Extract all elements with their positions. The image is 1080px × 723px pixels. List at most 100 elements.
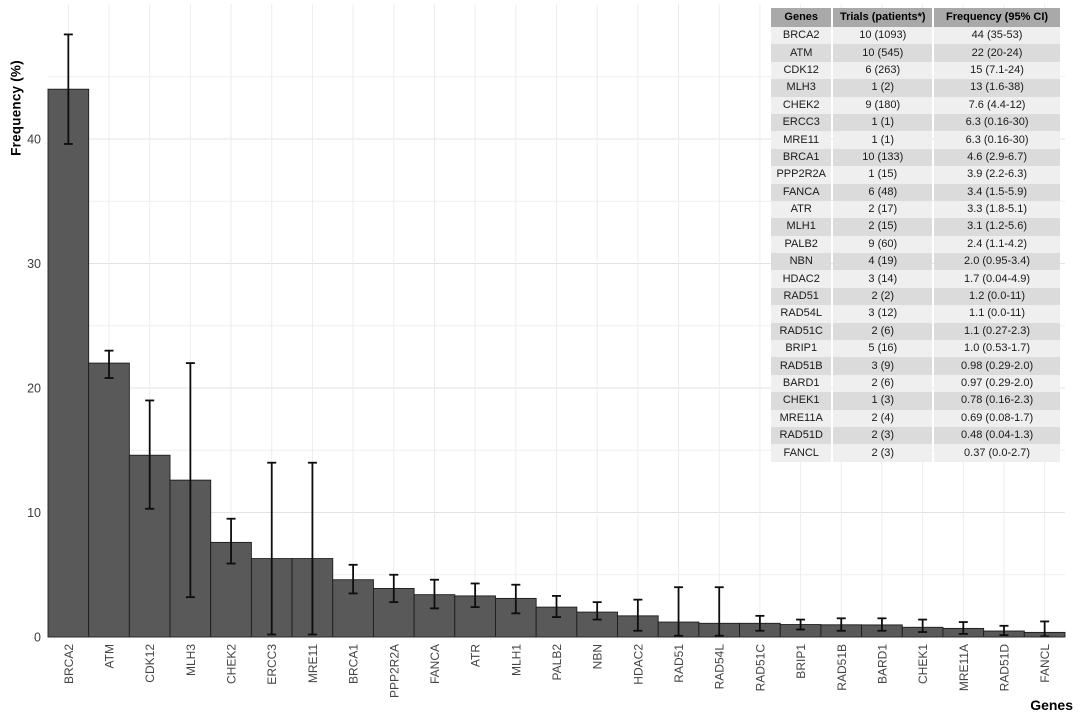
table-cell: FANCL	[771, 444, 832, 462]
table-cell: 10 (545)	[833, 44, 933, 62]
table-cell: CHEK2	[771, 96, 832, 114]
table-cell: 6 (48)	[833, 183, 933, 201]
table-cell: MLH3	[771, 79, 832, 97]
x-tick-label-rad51b: RAD51B	[835, 644, 849, 691]
table-header-cell: Frequency (95% CI)	[934, 8, 1060, 27]
table-cell: 13 (1.6-38)	[934, 79, 1060, 97]
y-tick-label: 30	[27, 257, 41, 271]
table-cell: 2.4 (1.1-4.2)	[934, 235, 1060, 254]
table-header-cell: Trials (patients*)	[833, 8, 933, 27]
table-cell: RAD51C	[771, 322, 832, 341]
x-tick-label-mlh3: MLH3	[184, 644, 198, 676]
y-tick-label: 10	[27, 506, 41, 520]
x-tick-label-cdk12: CDK12	[143, 644, 157, 683]
x-tick-label-rad54l: RAD54L	[713, 644, 727, 690]
table-cell: MRE11A	[771, 409, 832, 427]
table-cell: 44 (35-53)	[934, 27, 1060, 45]
table-cell: 2 (15)	[833, 218, 933, 236]
table-cell: 6 (263)	[833, 61, 933, 80]
table-cell: CDK12	[771, 61, 832, 80]
table-cell: 1 (2)	[833, 79, 933, 97]
table-row-rad51d: RAD51D 2 (3) 0.48 (0.04-1.3)	[771, 426, 1060, 445]
table-cell: 0.78 (0.16-2.3)	[934, 392, 1060, 410]
x-tick-label-palb2: PALB2	[550, 644, 564, 681]
x-tick-label-rad51d: RAD51D	[998, 644, 1012, 692]
table-cell: 5 (16)	[833, 340, 933, 358]
table-cell: 10 (133)	[833, 148, 933, 167]
table-cell: 1 (3)	[833, 392, 933, 410]
x-tick-label-chek1: CHEK1	[916, 644, 930, 684]
table-cell: 1.1 (0.0-11)	[934, 305, 1060, 323]
x-tick-label-rad51c: RAD51C	[753, 644, 767, 692]
table-cell: 9 (60)	[833, 235, 933, 254]
table-cell: 1.2 (0.0-11)	[934, 287, 1060, 306]
table-cell: 22 (20-24)	[934, 44, 1060, 62]
table-row-chek2: CHEK2 9 (180) 7.6 (4.4-12)	[771, 96, 1060, 114]
table-row-fanca: FANCA 6 (48) 3.4 (1.5-5.9)	[771, 183, 1060, 201]
table-cell: FANCA	[771, 183, 832, 201]
table-cell: 10 (1093)	[833, 27, 933, 45]
table-cell: RAD51	[771, 287, 832, 306]
y-axis-title: Frequency (%)	[8, 60, 24, 156]
table-cell: PALB2	[771, 235, 832, 254]
x-tick-label-fanca: FANCA	[428, 644, 442, 684]
table-row-nbn: NBN 4 (19) 2.0 (0.95-3.4)	[771, 253, 1060, 271]
table-cell: 3.4 (1.5-5.9)	[934, 183, 1060, 201]
table-cell: 2 (3)	[833, 444, 933, 462]
table-cell: 15 (7.1-24)	[934, 61, 1060, 80]
table-cell: 2 (6)	[833, 374, 933, 393]
x-tick-label-bard1: BARD1	[875, 644, 889, 684]
x-tick-label-fancl: FANCL	[1038, 644, 1052, 683]
table-cell: 0.98 (0.29-2.0)	[934, 357, 1060, 375]
table-cell: 2.0 (0.95-3.4)	[934, 253, 1060, 271]
table-header-cell: Genes	[771, 8, 832, 27]
table-cell: 3 (12)	[833, 305, 933, 323]
table-row-rad51: RAD51 2 (2) 1.2 (0.0-11)	[771, 287, 1060, 306]
x-tick-label-chek2: CHEK2	[225, 644, 239, 684]
table-cell: 2 (3)	[833, 426, 933, 445]
x-axis-title: Genes	[1030, 697, 1073, 713]
table-cell: 2 (2)	[833, 287, 933, 306]
table-row-fancl: FANCL 2 (3) 0.37 (0.0-2.7)	[771, 444, 1060, 462]
table-cell: 6.3 (0.16-30)	[934, 131, 1060, 149]
table-cell: 0.37 (0.0-2.7)	[934, 444, 1060, 462]
table-row-atr: ATR 2 (17) 3.3 (1.8-5.1)	[771, 200, 1060, 219]
table-cell: 1.7 (0.04-4.9)	[934, 270, 1060, 288]
table-row-rad51b: RAD51B 3 (9) 0.98 (0.29-2.0)	[771, 357, 1060, 375]
table-cell: NBN	[771, 253, 832, 271]
table-row-cdk12: CDK12 6 (263) 15 (7.1-24)	[771, 61, 1060, 80]
frequency-summary-table: Genes Trials (patients*) Frequency (95% CI…	[769, 8, 1062, 462]
table-cell: CHEK1	[771, 392, 832, 410]
x-tick-label-brca2: BRCA2	[62, 644, 76, 684]
table-cell: 0.69 (0.08-1.7)	[934, 409, 1060, 427]
table-row-chek1: CHEK1 1 (3) 0.78 (0.16-2.3)	[771, 392, 1060, 410]
x-tick-label-brca1: BRCA1	[347, 644, 361, 684]
table-cell: PPP2R2A	[771, 166, 832, 184]
table-row-palb2: PALB2 9 (60) 2.4 (1.1-4.2)	[771, 235, 1060, 254]
table-cell: 4 (19)	[833, 253, 933, 271]
x-tick-label-rad51: RAD51	[672, 644, 686, 683]
table-cell: MLH1	[771, 218, 832, 236]
table-cell: BRCA1	[771, 148, 832, 167]
table-cell: RAD51D	[771, 426, 832, 445]
table-cell: 3.1 (1.2-5.6)	[934, 218, 1060, 236]
table-cell: BRCA2	[771, 27, 832, 45]
table-cell: 3 (14)	[833, 270, 933, 288]
table-row-ercc3: ERCC3 1 (1) 6.3 (0.16-30)	[771, 113, 1060, 132]
table-cell: MRE11	[771, 131, 832, 149]
x-tick-label-mre11: MRE11	[306, 644, 320, 683]
x-tick-label-mlh1: MLH1	[509, 644, 523, 676]
x-tick-label-mre11a: MRE11A	[957, 644, 971, 691]
bar-brca2	[47, 88, 90, 638]
table-cell: 1 (1)	[833, 113, 933, 132]
table-row-brca2: BRCA2 10 (1093) 44 (35-53)	[771, 27, 1060, 45]
table-cell: 3.9 (2.2-6.3)	[934, 166, 1060, 184]
table-row-ppp2r2a: PPP2R2A 1 (15) 3.9 (2.2-6.3)	[771, 166, 1060, 184]
table-cell: ATM	[771, 44, 832, 62]
table-cell: BARD1	[771, 374, 832, 393]
table-header-row: Genes Trials (patients*) Frequency (95% CI…	[771, 8, 1060, 27]
table-cell: 1.1 (0.27-2.3)	[934, 322, 1060, 341]
table-cell: ATR	[771, 200, 832, 219]
